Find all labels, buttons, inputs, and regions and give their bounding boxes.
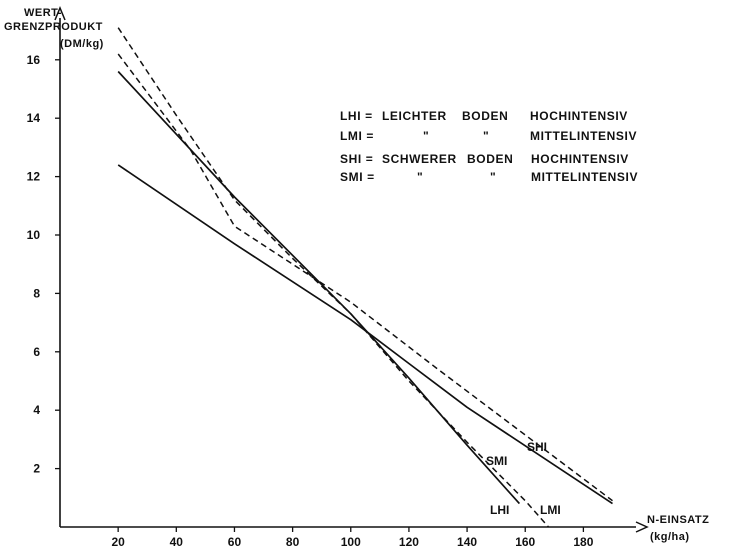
legend-soil: LEICHTER [382, 109, 447, 123]
x-tick-label: 40 [170, 535, 184, 549]
series-label-lmi: LMI [540, 503, 561, 517]
y-tick-label: 6 [33, 345, 40, 359]
x-tick-label: 60 [228, 535, 242, 549]
x-tick-label: 80 [286, 535, 300, 549]
series-line-lmi [117, 70, 521, 505]
legend-ditto: " [423, 129, 429, 143]
x-axis-arrow-icon [635, 521, 649, 533]
x-tick-label: 180 [573, 535, 593, 549]
series-line-shi [117, 53, 613, 502]
legend-intensity: HOCHINTENSIV [531, 152, 629, 166]
x-tick-label: 120 [399, 535, 419, 549]
x-tick-label: 140 [457, 535, 477, 549]
legend-row-smi: SMI = " " MITTELINTENSIV [340, 170, 638, 184]
y-axis-title-line-1: WERT- [24, 7, 62, 19]
legend-row-lmi: LMI = " " MITTELINTENSIV [340, 129, 637, 143]
legend-intensity: MITTELINTENSIV [530, 129, 637, 143]
legend-soil: SCHWERER [382, 152, 457, 166]
legend-boden: BODEN [462, 109, 508, 123]
y-tick-label: 14 [27, 111, 41, 125]
series-label-lhi: LHI [490, 503, 509, 517]
legend-row-lhi: LHI = LEICHTER BODEN HOCHINTENSIV [340, 109, 628, 123]
series-label-shi: SHI [527, 440, 547, 454]
legend-ditto: " [490, 170, 496, 184]
y-tick-label: 12 [27, 170, 41, 184]
y-tick-label: 2 [33, 462, 40, 476]
legend-ditto: " [417, 170, 423, 184]
x-tick-label: 20 [111, 535, 125, 549]
series-label-smi: SMI [486, 454, 507, 468]
y-axis-title-line-3: (DM/kg) [60, 38, 104, 50]
legend: LHI = LEICHTER BODEN HOCHINTENSIV LMI = … [340, 109, 638, 184]
legend-intensity: MITTELINTENSIV [531, 170, 638, 184]
legend-abbr: SHI = [340, 152, 373, 166]
x-axis-title-line-1: N-EINSATZ [647, 514, 709, 526]
y-axis-title-line-2: GRENZPRODUKT [4, 21, 103, 33]
y-tick-label: 10 [27, 228, 41, 242]
x-axis-title-line-2: (kg/ha) [650, 531, 690, 543]
x-tick-label: 160 [515, 535, 535, 549]
y-axis-arrow-icon [54, 6, 66, 21]
legend-boden: BODEN [467, 152, 513, 166]
x-tick-label: 100 [341, 535, 361, 549]
y-tick-label: 8 [33, 286, 40, 300]
series-layer [117, 27, 613, 528]
series-line-smi [117, 164, 613, 505]
y-tick-label: 16 [27, 53, 41, 67]
legend-intensity: HOCHINTENSIV [530, 109, 628, 123]
axis-ticks: 20 40 60 80 100 120 140 160 180 2 4 6 8 10 12 14 16 [27, 53, 594, 549]
legend-ditto: " [483, 129, 489, 143]
legend-abbr: LHI = [340, 109, 373, 123]
legend-abbr: LMI = [340, 129, 374, 143]
y-tick-label: 4 [33, 403, 40, 417]
legend-row-shi: SHI = SCHWERER BODEN HOCHINTENSIV [340, 152, 629, 166]
legend-abbr: SMI = [340, 170, 375, 184]
